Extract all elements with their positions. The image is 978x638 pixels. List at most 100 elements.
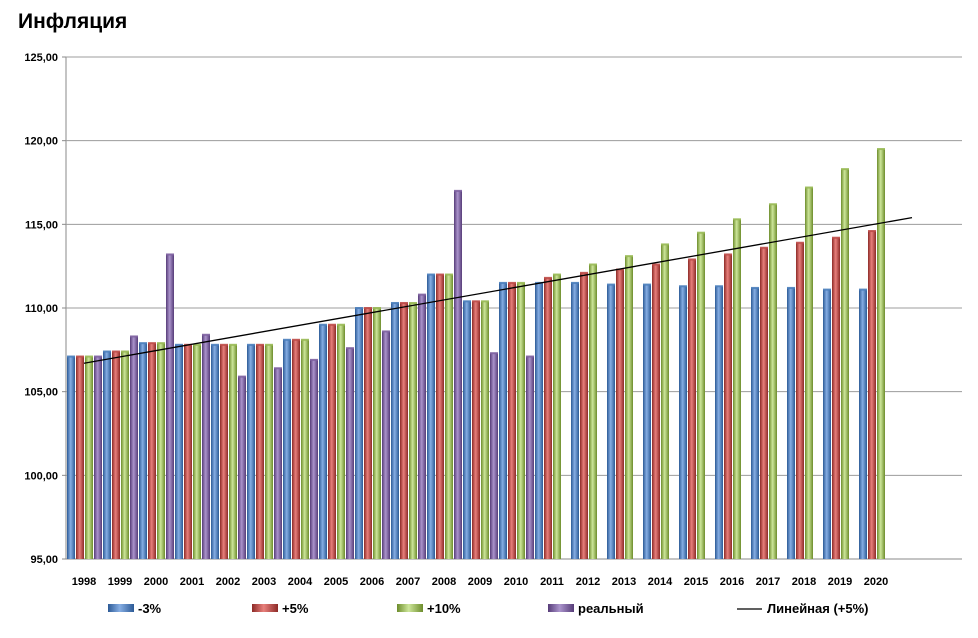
bar-cap <box>679 285 687 288</box>
bar--3%-2016 <box>715 286 723 559</box>
bar--3%-2009 <box>463 301 471 559</box>
bar-+5%-2019 <box>832 237 840 559</box>
bar-+10%-2012 <box>589 264 597 559</box>
bar-cap <box>877 148 885 151</box>
bar-реальный-2000 <box>166 254 174 559</box>
bar-реальный-2003 <box>274 368 282 559</box>
bar--3%-2006 <box>355 308 363 559</box>
x-tick-label: 2002 <box>216 576 240 588</box>
bar-+10%-2003 <box>265 344 273 559</box>
bar-+10%-2002 <box>229 344 237 559</box>
legend: -3% +5% +10% реальный Линейная (+5%) <box>108 601 869 616</box>
bar-cap <box>67 355 75 358</box>
bar-cap <box>94 355 102 358</box>
bar-реальный-2007 <box>418 294 426 559</box>
bar-+5%-2009 <box>472 301 480 559</box>
trendline <box>83 216 913 364</box>
bar-cap <box>553 273 561 276</box>
bar-cap <box>238 375 246 378</box>
bar-cap <box>517 281 525 284</box>
x-tick-label: 2013 <box>612 576 636 588</box>
x-tick-label: 2003 <box>252 576 276 588</box>
bar-+5%-2010 <box>508 282 516 559</box>
bar-cap <box>139 342 147 345</box>
bar-+10%-2010 <box>517 282 525 559</box>
bar-cap <box>409 301 417 304</box>
bar-реальный-1999 <box>130 336 138 559</box>
bar-cap <box>76 355 84 358</box>
bar-+10%-2011 <box>553 274 561 559</box>
bar-cap <box>526 355 534 358</box>
bar-cap <box>175 343 183 346</box>
bar-реальный-2002 <box>238 376 246 559</box>
bar-+5%-2002 <box>220 344 228 559</box>
bar-cap <box>661 243 669 246</box>
x-tick-label: 2017 <box>756 576 780 588</box>
x-tick-label: 2007 <box>396 576 420 588</box>
y-tick-label: 125,00 <box>24 52 58 64</box>
legend-swatch-реальный <box>548 604 574 612</box>
x-tick-label: 2019 <box>828 576 852 588</box>
bar-cap <box>256 343 264 346</box>
bar-реальный-2010 <box>526 356 534 559</box>
y-tick-label: 120,00 <box>24 136 58 148</box>
bar-cap <box>418 293 426 296</box>
x-tick-label: 2018 <box>792 576 816 588</box>
x-tick-label: 2020 <box>864 576 888 588</box>
bar-реальный-2005 <box>346 348 354 559</box>
bar-cap <box>823 288 831 291</box>
bar-cap <box>346 347 354 350</box>
bar-cap <box>436 273 444 276</box>
bar-+10%-2001 <box>193 344 201 559</box>
x-axis: 1998 1999 2000 2001 2002 2003 2004 2005 2006 2007… <box>72 576 888 588</box>
bar-+5%-2000 <box>148 343 156 559</box>
bar-+10%-2014 <box>661 244 669 559</box>
x-tick-label: 2014 <box>648 576 673 588</box>
legend-label-trendline: Линейная (+5%) <box>767 601 869 616</box>
bar-+10%-1998 <box>85 356 93 559</box>
bar-cap <box>751 286 759 289</box>
x-tick-label: 1999 <box>108 576 132 588</box>
bar-cap <box>247 343 255 346</box>
bar--3%-2001 <box>175 344 183 559</box>
bar-cap <box>454 189 462 192</box>
bar--3%-2018 <box>787 287 795 559</box>
bar-cap <box>805 186 813 189</box>
bar-cap <box>337 323 345 326</box>
bar-cap <box>859 288 867 291</box>
legend-label-+5%: +5% <box>282 601 309 616</box>
bar-cap <box>427 273 435 276</box>
x-tick-label: 2016 <box>720 576 744 588</box>
bar-+10%-2007 <box>409 302 417 559</box>
y-tick-label: 115,00 <box>25 219 58 231</box>
x-tick-label: 2010 <box>504 576 528 588</box>
bar-+5%-1998 <box>76 356 84 559</box>
bar-cap <box>229 343 237 346</box>
bar-cap <box>202 333 210 336</box>
legend-swatch-+5% <box>252 604 278 612</box>
bar-cap <box>355 307 363 309</box>
bar-cap <box>445 273 453 276</box>
x-tick-label: 2008 <box>432 576 456 588</box>
bar-+10%-2018 <box>805 187 813 559</box>
x-tick-label: 2012 <box>576 576 600 588</box>
bar-реальный-2006 <box>382 331 390 559</box>
bar--3%-2019 <box>823 289 831 559</box>
bar-cap <box>148 342 156 345</box>
bar-cap <box>652 263 660 266</box>
bar--3%-2010 <box>499 282 507 559</box>
bar-+5%-2016 <box>724 254 732 559</box>
bar-+10%-2019 <box>841 169 849 559</box>
bar-cap <box>544 276 552 279</box>
trendline-line <box>83 216 913 364</box>
bar-cap <box>481 300 489 303</box>
bar--3%-2017 <box>751 287 759 559</box>
bar-cap <box>121 350 129 353</box>
bar-cap <box>274 367 282 370</box>
bar-cap <box>112 350 120 353</box>
bar-+10%-2000 <box>157 343 165 559</box>
bar-+5%-2014 <box>652 264 660 559</box>
bar-cap <box>283 338 291 341</box>
bar-+10%-2020 <box>877 149 885 560</box>
